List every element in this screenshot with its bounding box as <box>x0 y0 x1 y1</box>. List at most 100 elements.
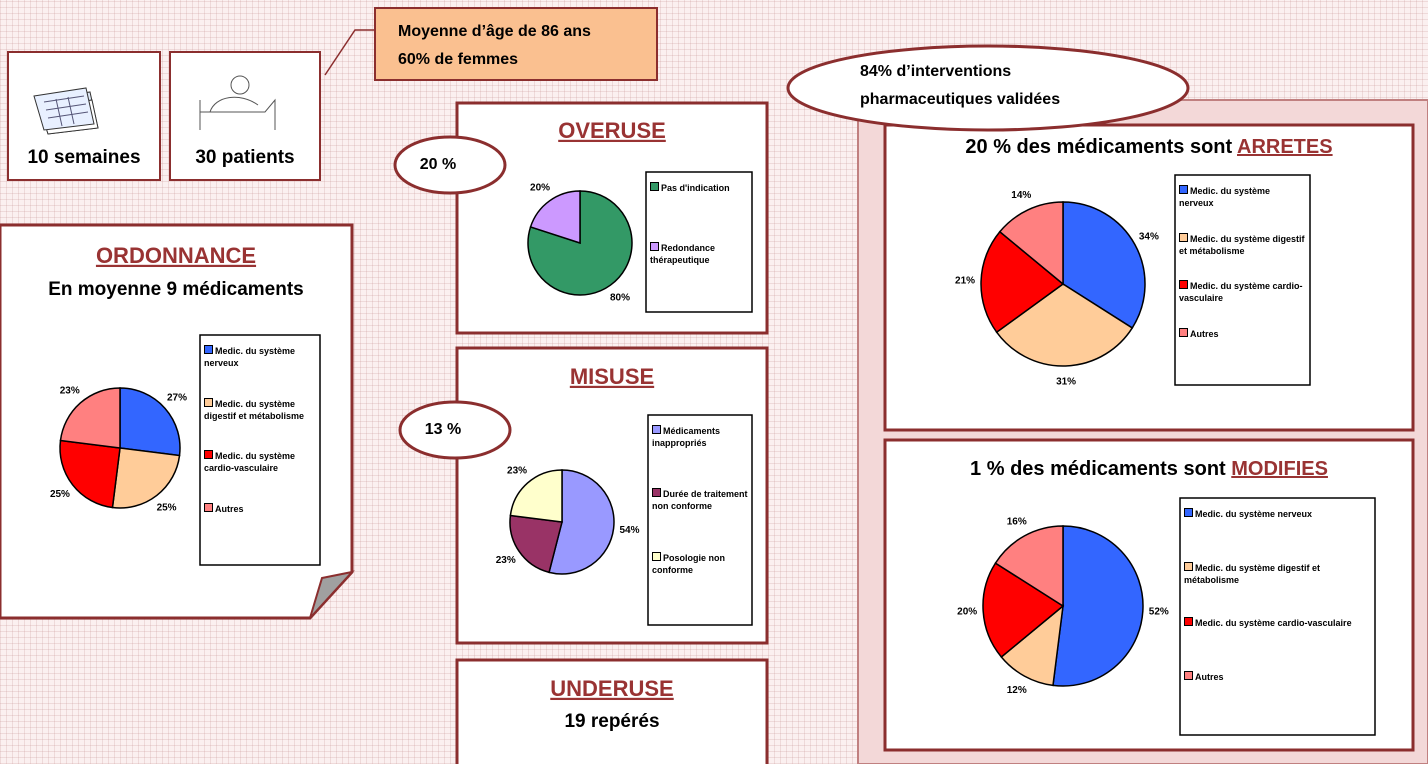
patients: 30 patients <box>195 147 294 168</box>
legend-entry: Autres <box>204 503 316 556</box>
legend-swatch <box>1184 562 1193 571</box>
legend-entry: Posologie non conforme <box>652 552 748 615</box>
callout-line <box>325 30 375 75</box>
legend-entry: Médicaments inappropriés <box>652 425 748 488</box>
legend-swatch <box>204 345 213 354</box>
legend-swatch <box>204 503 213 512</box>
legend-item: Medic. du système digestif et métabolism… <box>1184 562 1371 586</box>
legend-item: Medic. du système digestif et métabolism… <box>1179 233 1306 257</box>
demographics-box <box>375 8 657 80</box>
legend-swatch <box>1184 617 1193 626</box>
legend-item: Médicaments inappropriés <box>652 425 748 449</box>
legend-item: Redondance thérapeutique <box>650 242 748 266</box>
legend-entry: Autres <box>1184 671 1371 725</box>
chart-title: 1 % des médicaments sont MODIFIES <box>970 458 1328 480</box>
chart-title: 20 % des médicaments sont ARRETES <box>965 136 1332 158</box>
chart-title: OVERUSE <box>558 118 666 143</box>
legend-entry: Redondance thérapeutique <box>650 242 748 302</box>
legend-label: Posologie non conforme <box>652 553 725 575</box>
value-label: 34% <box>1139 231 1159 242</box>
value-label: 12% <box>1007 685 1027 696</box>
legend-label: Medic. du système cardio-vasculaire <box>1195 618 1352 628</box>
legend-entry: Autres <box>1179 328 1306 376</box>
value-label: 25% <box>157 503 177 514</box>
legend-label: Autres <box>215 504 244 514</box>
validated-1: 84% d’interventions <box>860 63 1011 80</box>
legend-entry: Medic. du système digestif et métabolism… <box>204 398 316 451</box>
legend-swatch <box>652 488 661 497</box>
value-label: 31% <box>1056 377 1076 388</box>
legend-swatch <box>652 552 661 561</box>
legend-label: Médicaments inappropriés <box>652 426 720 448</box>
chart-title-text: 1 % des médicaments sont <box>970 458 1226 480</box>
legend-swatch <box>1179 233 1188 242</box>
chart-title-text: 20 % des médicaments sont <box>965 136 1232 158</box>
value-label: 20% <box>957 607 977 618</box>
value-label: 80% <box>610 293 630 304</box>
validated-bubble <box>788 46 1188 130</box>
value-label: 27% <box>167 392 187 403</box>
value-label: 21% <box>955 276 975 287</box>
callout-text: 20 % <box>420 156 456 173</box>
value-label: 23% <box>507 466 527 477</box>
legend-label: Medic. du système nerveux <box>1195 509 1312 519</box>
legend-item: Medic. du système cardio-vasculaire <box>1184 617 1371 629</box>
legend-entry: Medic. du système cardio-vasculaire <box>1184 617 1371 671</box>
legend-entry: Medic. du système digestif et métabolism… <box>1179 233 1306 281</box>
value-label: 25% <box>50 489 70 500</box>
value-label: 23% <box>60 386 80 397</box>
legend-item: Medic. du système cardio-vasculaire <box>1179 280 1306 304</box>
legend-entry: Medic. du système cardio-vasculaire <box>1179 280 1306 328</box>
underuse-text: 19 repérés <box>564 711 659 732</box>
legend-entry: Durée de traitement non conforme <box>652 488 748 551</box>
legend-swatch <box>1179 280 1188 289</box>
value-label: 20% <box>530 183 550 194</box>
legend-item: Autres <box>204 503 316 515</box>
legend-entry: Medic. du système nerveux <box>1184 508 1371 562</box>
legend-label: Medic. du système nerveux <box>204 346 295 368</box>
legend-swatch <box>650 182 659 191</box>
legend-item: Pas d'indication <box>650 182 748 194</box>
legend-swatch <box>652 425 661 434</box>
duration: 10 semaines <box>27 147 140 168</box>
legend-swatch <box>1179 185 1188 194</box>
legend-item: Medic. du système nerveux <box>204 345 316 369</box>
legend-item: Medic. du système nerveux <box>1184 508 1371 520</box>
chart-title: MISUSE <box>570 364 654 389</box>
validated-2: pharmaceutiques validées <box>860 91 1060 108</box>
legend-swatch <box>204 398 213 407</box>
legend-label: Medic. du système cardio-vasculaire <box>1179 281 1303 303</box>
callout-text: 13 % <box>425 421 461 438</box>
legend-item: Medic. du système cardio-vasculaire <box>204 450 316 474</box>
legend-label: Pas d'indication <box>661 183 730 193</box>
legend-item: Autres <box>1184 671 1371 683</box>
legend-entry: Medic. du système cardio-vasculaire <box>204 450 316 503</box>
value-label: 52% <box>1149 607 1169 618</box>
legend-label: Durée de traitement non conforme <box>652 489 748 511</box>
legend-swatch <box>1179 328 1188 337</box>
legend-item: Medic. du système nerveux <box>1179 185 1306 209</box>
chart-title: ORDONNANCE <box>96 243 256 268</box>
legend-entry: Medic. du système nerveux <box>1179 185 1306 233</box>
legend-swatch <box>204 450 213 459</box>
legend-label: Medic. du système nerveux <box>1179 186 1270 208</box>
legend-label: Medic. du système digestif et métabolism… <box>1179 234 1305 256</box>
legend-entry: Medic. du système digestif et métabolism… <box>1184 562 1371 616</box>
legend-swatch <box>1184 671 1193 680</box>
chart-title-highlight: MODIFIES <box>1231 458 1328 480</box>
legend-item: Medic. du système digestif et métabolism… <box>204 398 316 422</box>
legend-label: Medic. du système digestif et métabolism… <box>1184 563 1320 585</box>
age: Moyenne d’âge de 86 ans <box>398 23 591 40</box>
chart-subtitle: En moyenne 9 médicaments <box>48 279 304 300</box>
underuse-title: UNDERUSE <box>550 676 673 701</box>
women: 60% de femmes <box>398 51 518 68</box>
legend-label: Autres <box>1190 329 1219 339</box>
value-label: 23% <box>496 555 516 566</box>
calendar-icon <box>34 88 98 134</box>
value-label: 16% <box>1007 517 1027 528</box>
legend-label: Medic. du système cardio-vasculaire <box>204 451 295 473</box>
legend-label: Medic. du système digestif et métabolism… <box>204 399 304 421</box>
legend-item: Durée de traitement non conforme <box>652 488 748 512</box>
poster: 10 semaines 30 patients Moyenne d’âge de… <box>0 0 1428 764</box>
legend-swatch <box>650 242 659 251</box>
